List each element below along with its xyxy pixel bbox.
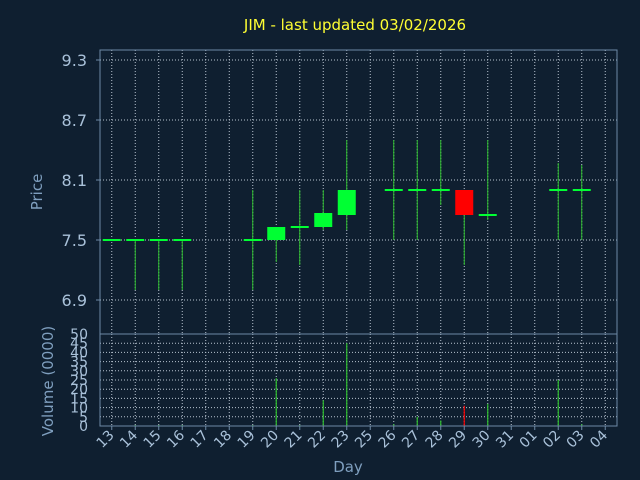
x-tick-label: 31 <box>493 428 517 452</box>
x-tick-label: 28 <box>423 428 447 452</box>
price-tick-labels: 6.9 7.5 8.1 8.7 9.3 <box>62 51 100 310</box>
x-tick-label: 20 <box>258 428 282 452</box>
volume-tick-label: 20 <box>70 382 88 398</box>
candle-body <box>173 239 192 241</box>
x-tick-label: 01 <box>517 428 541 452</box>
x-tick-label: 27 <box>399 428 423 452</box>
x-tick-label: 25 <box>352 428 376 452</box>
volume-tick-label: 25 <box>70 373 88 389</box>
candle-body <box>384 189 403 191</box>
candle-body <box>290 226 309 228</box>
candle <box>549 163 568 240</box>
x-tick-label: 23 <box>329 428 353 452</box>
x-tick-label: 13 <box>94 428 118 452</box>
price-axis-label: Price <box>28 174 46 211</box>
volume-bars <box>134 343 583 426</box>
volume-panel-frame <box>99 333 618 427</box>
candle <box>267 227 286 262</box>
candle <box>314 190 333 230</box>
x-tick-label: 03 <box>564 428 588 452</box>
x-tick-label: 19 <box>235 428 259 452</box>
candle <box>408 140 427 240</box>
candle-body <box>431 189 450 191</box>
x-tick-label: 02 <box>540 428 564 452</box>
price-grid <box>100 50 617 334</box>
candle <box>455 190 474 265</box>
x-tick-labels: 13 14 15 16 17 18 19 20 21 22 23 25 26 27 28 29 30 31 01 02… <box>94 426 611 451</box>
candle-body <box>267 227 286 240</box>
x-tick-label: 17 <box>188 428 212 452</box>
candle-body <box>102 239 121 241</box>
candle <box>337 140 356 230</box>
candle-body <box>549 189 568 191</box>
volume-tick-label: 15 <box>70 391 88 407</box>
candle-body <box>572 189 591 191</box>
candle <box>126 239 145 290</box>
candle <box>572 165 591 240</box>
x-axis-label: Day <box>333 458 363 476</box>
x-tick-label: 30 <box>470 428 494 452</box>
candle-body <box>478 214 497 216</box>
candle-body <box>314 213 333 227</box>
volume-grid <box>100 333 617 427</box>
volume-tick-label: 10 <box>70 401 88 417</box>
volume-tick-label: 40 <box>70 345 88 361</box>
candle <box>102 239 121 241</box>
volume-tick-label: 50 <box>70 327 88 343</box>
x-tick-label: 14 <box>117 427 141 451</box>
candle <box>384 140 403 240</box>
candle <box>243 190 262 290</box>
x-tick-label: 26 <box>376 427 400 451</box>
candle-body <box>408 189 427 191</box>
chart-title: JIM - last updated 03/02/2026 <box>243 16 466 34</box>
candle <box>290 190 309 265</box>
candle-body <box>337 190 356 215</box>
x-tick-label: 16 <box>164 427 188 451</box>
x-tick-label: 18 <box>211 428 235 452</box>
volume-tick-label: 45 <box>70 336 88 352</box>
volume-tick-label: 35 <box>70 355 88 371</box>
x-tick-label: 15 <box>141 428 165 452</box>
volume-tick-label: 5 <box>79 410 88 426</box>
price-tick-label: 8.7 <box>62 111 87 130</box>
x-tick-label: 29 <box>446 428 470 452</box>
price-tick-label: 9.3 <box>62 51 87 70</box>
candle <box>478 140 497 220</box>
x-tick-label: 04 <box>587 427 611 451</box>
candle-body <box>126 239 145 241</box>
x-tick-label: 21 <box>282 428 306 452</box>
candle <box>173 239 192 290</box>
candle-body <box>455 190 474 215</box>
volume-axis-label: Volume (0000) <box>39 326 57 436</box>
candles <box>102 140 591 290</box>
volume-tick-label: 30 <box>70 364 88 380</box>
price-tick-label: 8.1 <box>62 171 87 190</box>
volume-tick-label: 0 <box>79 419 88 435</box>
candle <box>431 140 450 205</box>
candle-body <box>149 239 168 241</box>
price-tick-label: 7.5 <box>62 231 87 250</box>
price-panel-frame <box>99 49 618 335</box>
candle-body <box>243 239 262 241</box>
price-tick-label: 6.9 <box>62 291 87 310</box>
x-tick-label: 22 <box>305 428 329 452</box>
candle <box>149 239 168 290</box>
